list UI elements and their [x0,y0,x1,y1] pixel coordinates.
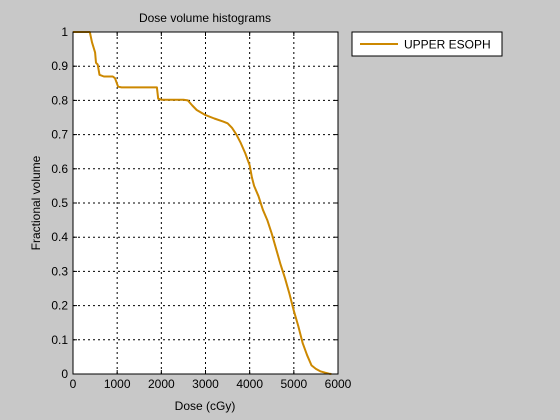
y-tick-label: 0.3 [51,264,68,278]
x-tick-label: 1000 [104,377,131,391]
y-tick-label: 0 [61,367,68,381]
grid [73,32,338,374]
y-tick-label: 0.5 [51,196,68,210]
y-tick-label: 0.4 [51,230,68,244]
y-axis-label: Fractional volume [29,155,43,250]
y-tick-label: 0.2 [51,299,68,313]
x-tick-label: 4000 [236,377,263,391]
y-tick-label: 1 [61,25,68,39]
x-tick-label: 6000 [325,377,352,391]
y-tick-label: 0.8 [51,93,68,107]
y-tick-label: 0.1 [51,333,68,347]
x-tick-label: 0 [70,377,77,391]
x-axis: 0 1000 2000 3000 4000 5000 6000 [70,32,352,391]
y-tick-label: 0.7 [51,128,68,142]
series-layer [73,31,332,375]
series-line-upper-esoph [73,31,332,375]
x-tick-label: 2000 [148,377,175,391]
x-tick-label: 5000 [280,377,307,391]
x-tick-label: 3000 [192,377,219,391]
chart-title: Dose volume histograms [139,11,271,25]
y-tick-label: 0.6 [51,162,68,176]
legend: UPPER ESOPH [351,31,503,57]
x-axis-label: Dose (cGy) [175,399,236,413]
y-tick-label: 0.9 [51,59,68,73]
y-axis: 0 0.1 0.2 0.3 0.4 0.5 0.6 0.7 0.8 0.9 1 [51,25,338,381]
legend-label: UPPER ESOPH [404,38,491,52]
